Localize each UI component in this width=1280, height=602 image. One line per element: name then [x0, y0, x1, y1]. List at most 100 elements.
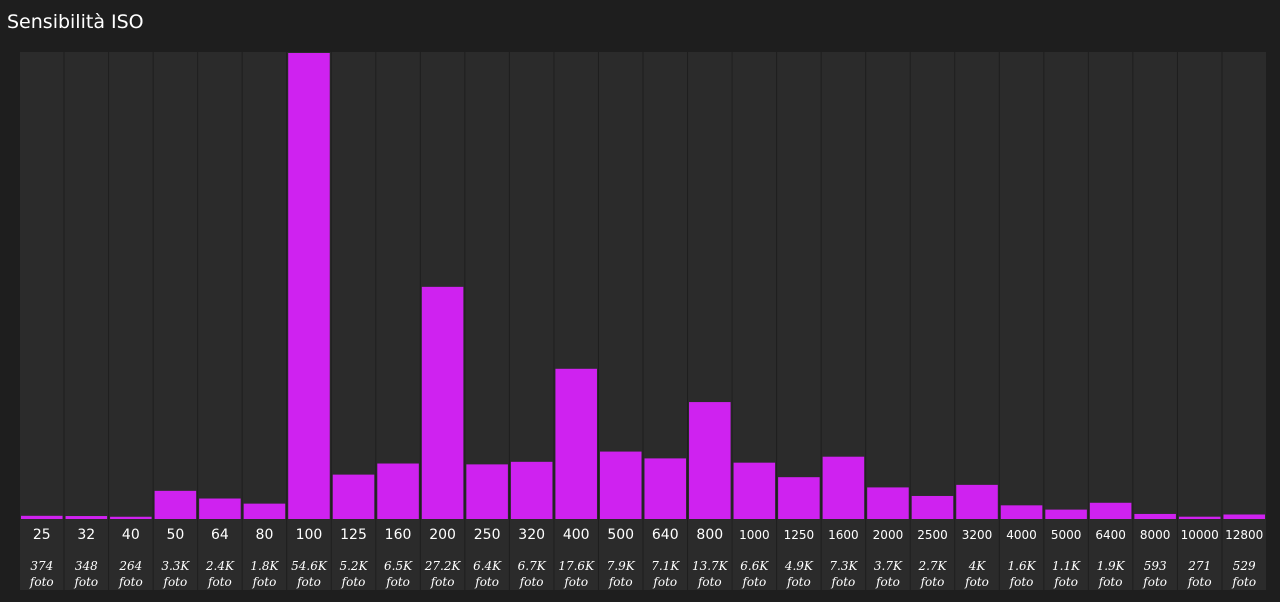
unit-label-800: foto — [697, 575, 722, 589]
tick-label-400: 400 — [563, 527, 590, 543]
column-bg-40 — [109, 52, 153, 590]
tick-label-125: 125 — [340, 527, 367, 543]
unit-label-10000: foto — [1187, 575, 1212, 589]
bar-iso-50[interactable] — [154, 490, 197, 519]
bar-iso-160[interactable] — [377, 463, 419, 519]
unit-label-1250: foto — [786, 575, 811, 589]
bar-iso-2500[interactable] — [911, 495, 954, 519]
value-label-400: 17.6K — [558, 559, 595, 573]
bar-iso-100[interactable] — [288, 53, 330, 519]
tick-label-100: 100 — [296, 527, 323, 543]
tick-label-6400: 6400 — [1095, 528, 1126, 542]
column-bg-12800 — [1222, 52, 1266, 590]
value-label-1600: 7.3K — [829, 559, 858, 573]
unit-label-3200: foto — [964, 575, 989, 589]
bar-iso-640[interactable] — [644, 458, 687, 519]
unit-label-80: foto — [252, 575, 277, 589]
tick-label-1000: 1000 — [739, 528, 770, 542]
bar-iso-64[interactable] — [199, 498, 241, 519]
tick-label-32: 32 — [77, 527, 95, 543]
bar-iso-80[interactable] — [243, 503, 286, 519]
unit-label-64: foto — [207, 575, 232, 589]
tick-label-4000: 4000 — [1006, 528, 1037, 542]
unit-label-2000: foto — [875, 575, 900, 589]
value-label-1250: 4.9K — [784, 559, 814, 573]
tick-label-2000: 2000 — [873, 528, 904, 542]
bar-iso-250[interactable] — [466, 464, 508, 519]
value-label-5000: 1.1K — [1052, 559, 1081, 573]
column-bg-80 — [242, 52, 287, 590]
tick-label-50: 50 — [166, 527, 184, 543]
value-label-320: 6.7K — [518, 559, 547, 573]
bar-iso-320[interactable] — [510, 461, 553, 519]
tick-label-1600: 1600 — [828, 528, 859, 542]
unit-label-12800: foto — [1231, 575, 1256, 589]
value-label-100: 54.6K — [291, 559, 328, 573]
bar-iso-4000[interactable] — [1000, 505, 1043, 519]
unit-label-6400: foto — [1098, 575, 1123, 589]
bar-iso-5000[interactable] — [1045, 509, 1087, 519]
bar-iso-125[interactable] — [332, 474, 375, 519]
tick-label-160: 160 — [385, 527, 412, 543]
value-label-50: 3.3K — [161, 559, 190, 573]
column-bg-8000 — [1133, 52, 1177, 590]
value-label-200: 27.2K — [424, 559, 462, 573]
bar-iso-1000[interactable] — [733, 462, 776, 519]
bar-iso-6400[interactable] — [1089, 502, 1132, 519]
bar-iso-1600[interactable] — [822, 456, 865, 519]
value-label-160: 6.5K — [384, 559, 413, 573]
unit-label-32: foto — [73, 575, 98, 589]
tick-label-25: 25 — [33, 527, 51, 543]
value-label-80: 1.8K — [250, 559, 279, 573]
value-label-64: 2.4K — [205, 559, 235, 573]
bar-iso-1250[interactable] — [778, 477, 820, 519]
value-label-32: 348 — [75, 559, 98, 573]
value-label-2000: 3.7K — [874, 559, 903, 573]
bar-iso-200[interactable] — [421, 286, 464, 519]
unit-label-50: foto — [163, 575, 188, 589]
unit-label-640: foto — [652, 575, 677, 589]
column-bg-5000 — [1044, 52, 1088, 590]
unit-label-2500: foto — [920, 575, 945, 589]
bar-iso-10000[interactable] — [1178, 516, 1221, 519]
bar-iso-400[interactable] — [555, 368, 597, 519]
bar-iso-500[interactable] — [599, 451, 642, 519]
tick-label-12800: 12800 — [1225, 528, 1263, 542]
value-label-640: 7.1K — [651, 559, 680, 573]
bar-iso-40[interactable] — [110, 516, 152, 519]
bar-iso-3200[interactable] — [956, 484, 998, 519]
bar-iso-25[interactable] — [21, 515, 63, 519]
column-bg-6400 — [1088, 52, 1133, 590]
value-label-4000: 1.6K — [1008, 559, 1037, 573]
tick-label-80: 80 — [256, 527, 274, 543]
bar-iso-2000[interactable] — [867, 487, 909, 519]
value-label-2500: 2.7K — [917, 559, 947, 573]
tick-label-200: 200 — [429, 527, 456, 543]
tick-label-3200: 3200 — [962, 528, 993, 542]
bar-iso-800[interactable] — [689, 402, 731, 519]
value-label-1000: 6.6K — [740, 559, 769, 573]
tick-label-1250: 1250 — [784, 528, 815, 542]
tick-label-5000: 5000 — [1051, 528, 1082, 542]
chart-title: Sensibilità ISO — [7, 11, 144, 33]
unit-label-1000: foto — [741, 575, 766, 589]
tick-label-8000: 8000 — [1140, 528, 1171, 542]
column-bg-25 — [20, 52, 64, 590]
unit-label-100: foto — [296, 575, 321, 589]
value-label-3200: 4K — [968, 559, 987, 573]
bar-iso-32[interactable] — [65, 516, 108, 519]
value-label-12800: 529 — [1233, 559, 1256, 573]
unit-label-250: foto — [474, 575, 499, 589]
unit-label-40: foto — [118, 575, 143, 589]
value-label-6400: 1.9K — [1097, 559, 1126, 573]
unit-label-8000: foto — [1142, 575, 1167, 589]
value-label-800: 13.7K — [692, 559, 729, 573]
bar-iso-12800[interactable] — [1223, 514, 1265, 519]
unit-label-1600: foto — [831, 575, 856, 589]
tick-label-640: 640 — [652, 527, 679, 543]
value-label-10000: 271 — [1187, 559, 1211, 573]
bar-iso-8000[interactable] — [1134, 513, 1176, 519]
tick-label-800: 800 — [696, 527, 723, 543]
